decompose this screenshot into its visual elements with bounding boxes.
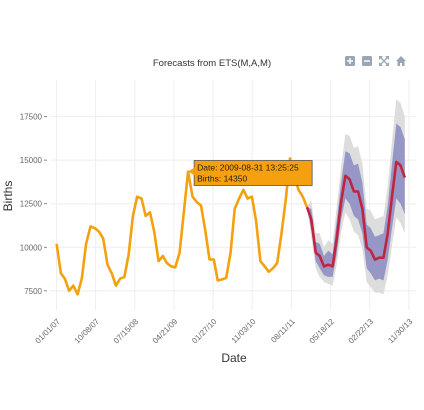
y-tick-label: 15000 (20, 156, 43, 165)
y-axis-title: Births (1, 181, 15, 212)
tooltip-pointer (188, 167, 195, 176)
y-tick-label: 10000 (20, 243, 43, 252)
modebar (345, 56, 406, 66)
chart-title: Forecasts from ETS(M,A,M) (153, 58, 271, 69)
x-tick-label: 08/11/11 (269, 317, 297, 345)
reset-home-icon[interactable] (396, 56, 406, 66)
x-tick-label: 05/18/12 (308, 317, 337, 346)
x-tick-label: 01/27/10 (190, 317, 219, 346)
x-tick-label: 04/21/09 (151, 317, 180, 346)
x-tick-label: 01/01/07 (34, 317, 63, 346)
hover-tooltip: Date: 2009-08-31 13:25:25 Births: 14350 (188, 160, 313, 186)
x-tick-label: 11/30/13 (386, 317, 414, 345)
x-tick-label: 02/22/13 (347, 317, 376, 346)
tooltip-date: Date: 2009-08-31 13:25:25 (197, 162, 299, 172)
zoom-in-icon[interactable] (345, 56, 355, 66)
y-tick-label: 7500 (24, 287, 42, 296)
y-tick-label: 12500 (20, 200, 43, 209)
x-axis: 01/01/07 10/08/07 07/15/08 04/21/09 01/27/10… (34, 317, 415, 346)
tooltip-births: Births: 14350 (197, 173, 247, 183)
x-axis-title: Date (221, 351, 247, 365)
autoscale-icon[interactable] (379, 56, 389, 66)
forecast-series-line (305, 160, 407, 268)
series-lines (55, 157, 407, 296)
y-axis: 7500 10000 12500 15000 17500 (20, 113, 47, 296)
x-tick-label: 10/08/07 (73, 317, 102, 346)
x-tick-label: 11/03/10 (230, 317, 258, 345)
forecast-bands (307, 99, 405, 295)
observed-series-line (55, 157, 309, 296)
y-tick-label: 17500 (20, 113, 43, 122)
forecast-80-band (307, 123, 405, 281)
zoom-out-icon[interactable] (362, 56, 372, 66)
x-tick-label: 07/15/08 (112, 317, 141, 346)
